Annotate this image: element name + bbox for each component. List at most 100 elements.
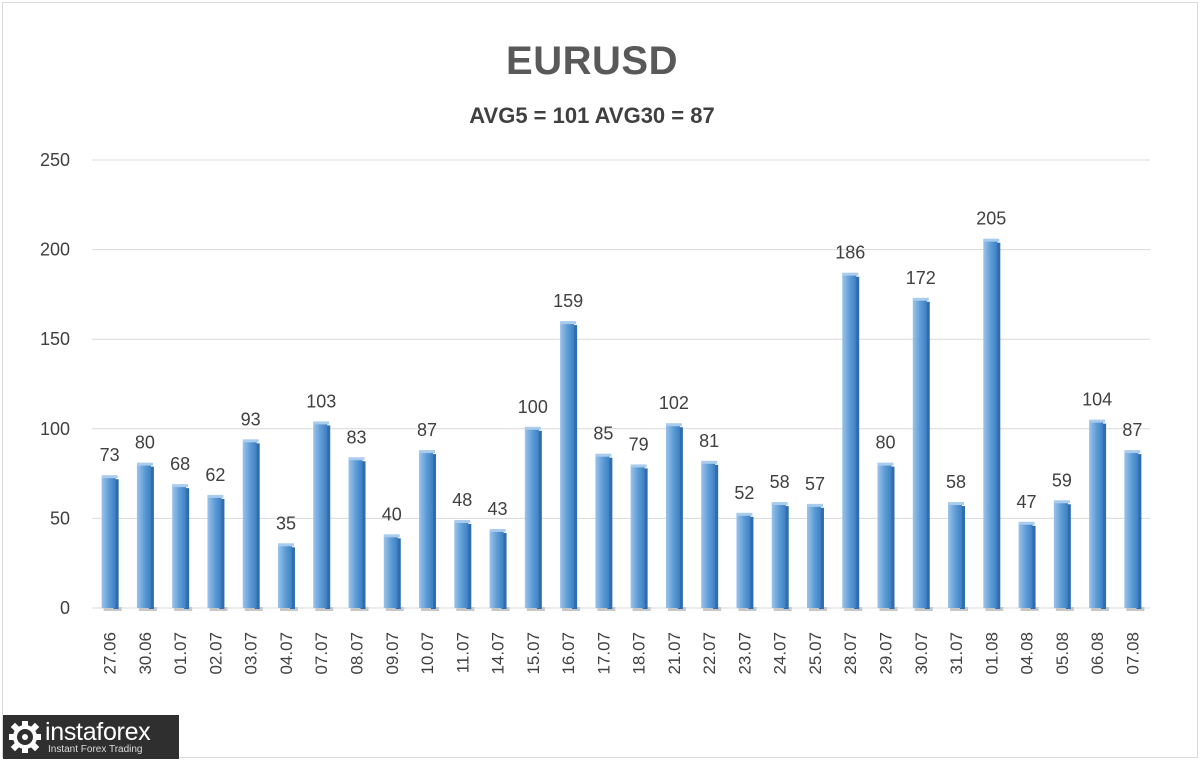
bar-17.07: [595, 453, 616, 611]
x-tick-label: 07.08: [1123, 632, 1142, 675]
data-label: 103: [306, 391, 336, 411]
x-tick-label: 15.07: [524, 632, 543, 675]
x-tick-label: 05.08: [1053, 632, 1072, 675]
data-label: 35: [276, 513, 296, 533]
x-tick-label: 18.07: [630, 632, 649, 675]
x-tick-label: 23.07: [735, 632, 754, 675]
bar-04.07: [277, 543, 298, 611]
data-label: 87: [417, 420, 437, 440]
bar-31.07: [948, 502, 969, 611]
x-tick-label: 31.07: [947, 632, 966, 675]
bar-08.07: [348, 457, 369, 611]
data-label: 58: [770, 472, 790, 492]
chart-subtitle: AVG5 = 101 AVG30 = 87: [469, 103, 715, 128]
data-label: 68: [170, 454, 190, 474]
x-tick-label: 04.08: [1018, 632, 1037, 675]
x-tick-label: 17.07: [594, 632, 613, 675]
data-label: 172: [906, 268, 936, 288]
bar-15.07: [524, 426, 545, 611]
data-label: 40: [382, 504, 402, 524]
x-tick-label: 10.07: [418, 632, 437, 675]
y-tick-label: 0: [60, 598, 70, 618]
bar-10.07: [419, 450, 440, 611]
data-label: 205: [976, 209, 1006, 229]
data-label: 159: [553, 291, 583, 311]
data-labels: 73 80 68 62 93 35 103 83 40 87 48 43 100 159 85 79 102 81…: [100, 209, 1143, 534]
x-tick-label: 30.07: [912, 632, 931, 675]
bar-02.07: [207, 494, 228, 611]
bar-22.07: [701, 460, 722, 611]
bar-05.08: [1053, 500, 1074, 611]
x-tick-label: 14.07: [489, 632, 508, 675]
data-label: 93: [241, 409, 261, 429]
y-tick-label: 250: [40, 150, 70, 170]
y-tick-label: 200: [40, 240, 70, 260]
bar-23.07: [736, 512, 757, 611]
x-tick-label: 06.08: [1088, 632, 1107, 675]
bar-14.07: [489, 528, 510, 611]
data-label: 48: [452, 490, 472, 510]
y-tick-label: 100: [40, 419, 70, 439]
bar-30.07: [912, 297, 933, 611]
bar-04.08: [1018, 521, 1039, 611]
data-label: 102: [659, 393, 689, 413]
bar-11.07: [454, 519, 475, 611]
data-label: 81: [699, 431, 719, 451]
x-tick-label: 16.07: [559, 632, 578, 675]
data-label: 80: [875, 433, 895, 453]
data-label: 58: [946, 472, 966, 492]
grid-lines: [92, 159, 1150, 609]
data-label: 57: [805, 474, 825, 494]
bar-07.07: [313, 421, 334, 611]
x-tick-label: 22.07: [700, 632, 719, 675]
y-tick-label: 50: [50, 508, 70, 528]
bar-29.07: [877, 462, 898, 611]
x-tick-label: 28.07: [841, 632, 860, 675]
bar-30.06: [136, 462, 157, 611]
data-label: 79: [629, 434, 649, 454]
y-axis-tick-labels: 0 50 100 150 200 250: [40, 150, 70, 618]
x-tick-label: 30.06: [136, 632, 155, 675]
bar-03.07: [242, 439, 263, 611]
bar-07.08: [1124, 450, 1145, 611]
logo-tagline: Instant Forex Trading: [48, 744, 143, 755]
x-tick-label: 25.07: [806, 632, 825, 675]
bar-16.07: [560, 321, 581, 611]
x-tick-label: 03.07: [242, 632, 261, 675]
x-axis-tick-labels: 27.06 30.06 01.07 02.07 03.07 04.07 07.07 08.07…: [101, 632, 1143, 675]
x-tick-label: 07.07: [312, 632, 331, 675]
y-tick-label: 150: [40, 329, 70, 349]
bar-18.07: [630, 464, 651, 611]
bar-06.08: [1089, 419, 1110, 611]
data-label: 87: [1122, 420, 1142, 440]
bar-27.06: [101, 475, 122, 611]
x-tick-label: 02.07: [206, 632, 225, 675]
data-label: 43: [488, 499, 508, 519]
bars: [101, 238, 1145, 611]
data-label: 85: [593, 424, 613, 444]
bar-28.07: [842, 272, 863, 611]
data-label: 83: [346, 427, 366, 447]
x-tick-label: 24.07: [771, 632, 790, 675]
x-tick-label: 01.07: [171, 632, 190, 675]
x-tick-label: 09.07: [383, 632, 402, 675]
bar-25.07: [806, 503, 827, 611]
data-label: 100: [518, 397, 548, 417]
logo-name: instaforex: [45, 718, 151, 746]
data-label: 80: [135, 433, 155, 453]
chart-title: EURUSD: [506, 39, 678, 83]
data-label: 47: [1017, 492, 1037, 512]
data-label: 62: [205, 465, 225, 485]
x-tick-label: 04.07: [277, 632, 296, 675]
x-tick-label: 08.07: [348, 632, 367, 675]
data-label: 73: [100, 445, 120, 465]
bar-24.07: [771, 502, 792, 611]
x-tick-label: 29.07: [877, 632, 896, 675]
gear-logo-icon: [9, 721, 41, 753]
data-label: 104: [1082, 390, 1112, 410]
bar-21.07: [665, 423, 686, 611]
data-label: 59: [1052, 470, 1072, 490]
x-tick-label: 11.07: [453, 632, 472, 673]
x-tick-label: 21.07: [665, 632, 684, 675]
